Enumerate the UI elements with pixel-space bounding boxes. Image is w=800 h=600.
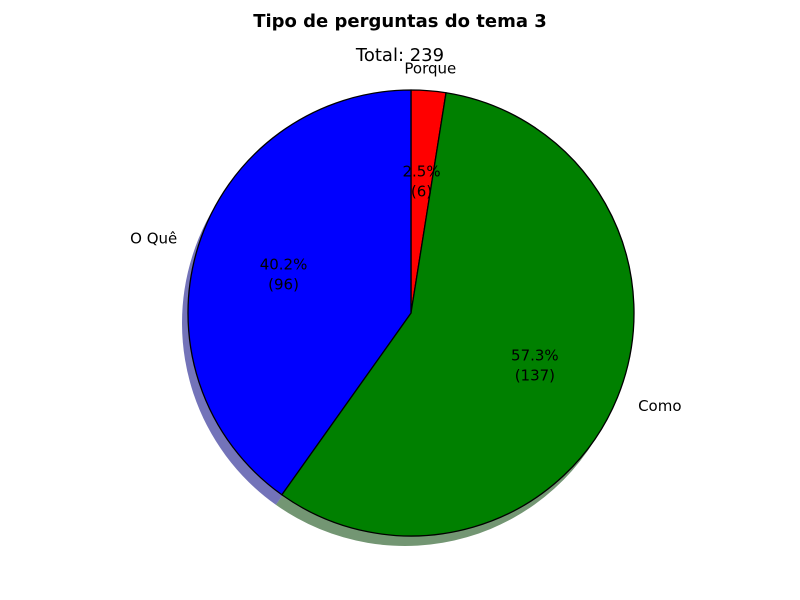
slice-label-como: Como: [638, 397, 681, 415]
slice-label-porque: Porque: [404, 59, 456, 77]
slice-percent-porque: 2.5%: [402, 163, 440, 181]
slice-percent-o-qu-: 40.2%: [260, 255, 308, 273]
pie-slices: [187, 89, 635, 537]
pie-slice-como: [281, 92, 635, 537]
chart-subtitle: Total: 239: [355, 45, 444, 66]
pie-labels: Porque 2.5% (6) Como 57.3% (137) O Quê 40.2% (96…: [130, 59, 681, 414]
slice-percent-como: 57.3%: [511, 347, 559, 365]
pie-slice-o-qu-: [187, 89, 412, 496]
slice-count-porque: (6): [411, 183, 432, 201]
slice-count-o-qu-: (96): [268, 275, 299, 293]
slice-label-o-qu-: O Quê: [130, 229, 177, 247]
chart-title: Tipo de perguntas do tema 3: [253, 11, 547, 32]
slice-count-como: (137): [515, 367, 555, 385]
